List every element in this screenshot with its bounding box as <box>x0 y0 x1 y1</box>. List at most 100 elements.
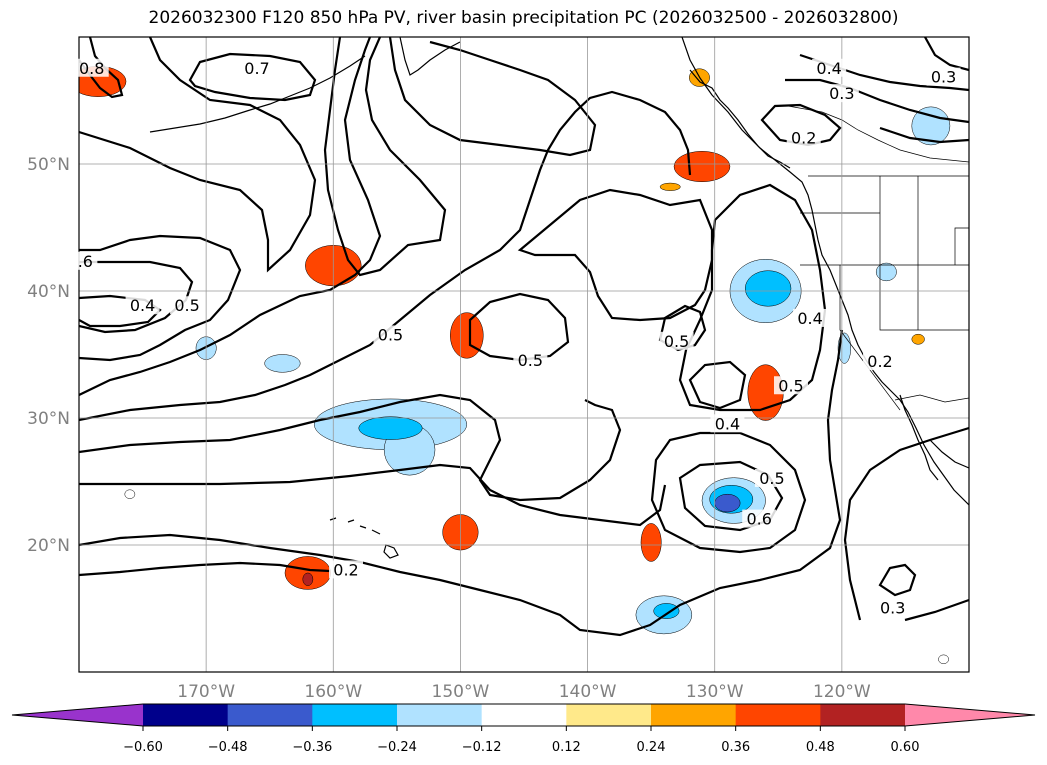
colorbar-bin <box>820 704 906 726</box>
pv-contour <box>188 52 317 102</box>
pv-contour <box>904 598 969 622</box>
pv-contour <box>79 294 162 328</box>
pv-contour <box>678 183 827 412</box>
colorbar-tick-label: −0.36 <box>292 740 332 755</box>
precip-blob <box>714 493 741 513</box>
precip-blob <box>264 354 301 373</box>
colorbar-tick-label: 0.60 <box>891 740 920 755</box>
precip-blob <box>653 603 680 619</box>
lon-tick-label: 120°W <box>813 682 871 702</box>
colorbar-tick-label: 0.12 <box>552 740 581 755</box>
lat-tick-label: 50°N <box>27 155 70 175</box>
colorbar-tick-label: 0.48 <box>806 740 835 755</box>
coastline-southeast-alaska <box>689 69 791 169</box>
pv-contour <box>79 37 382 396</box>
pv-contour <box>79 37 317 273</box>
contour-label-bg <box>863 352 897 371</box>
contour-label-bg <box>812 58 847 77</box>
contour-label-bg <box>240 58 274 77</box>
lat-tick-label: 40°N <box>27 282 70 302</box>
axis-labels: 170°W 160°W 150°W 140°W 130°W 120°W 20°N 30°N 40… <box>27 155 871 702</box>
hawaii-islands <box>329 517 399 559</box>
contour-label: 0.2 <box>333 560 358 579</box>
precip-blob <box>302 572 314 586</box>
contour-label: 0.4 <box>715 414 740 433</box>
gridlines <box>79 37 969 672</box>
colorbar-tick-label: −0.48 <box>208 740 248 755</box>
lon-tick-label: 130°W <box>686 682 744 702</box>
precip-blob <box>640 523 662 562</box>
pv-contour <box>688 360 747 410</box>
precip-blob <box>938 654 949 664</box>
border-layer <box>787 105 969 411</box>
colorbar-tick-label: −0.12 <box>462 740 502 755</box>
contour-label: 0.6 <box>746 510 771 529</box>
pv-contour <box>388 37 597 157</box>
pv-contour <box>79 90 692 422</box>
contour-label: 0.3 <box>931 68 956 87</box>
colorbar-extend-high <box>905 704 1035 726</box>
contour-label-bg <box>710 414 745 433</box>
contour-label: 0.2 <box>867 352 892 371</box>
colorbar-extend-low <box>12 704 143 726</box>
coastline-aleutians <box>149 55 366 133</box>
contour-label: 0.8 <box>79 59 104 78</box>
precip-blob <box>911 333 925 345</box>
colorbar-tick-label: −0.60 <box>123 740 163 755</box>
contour-label: 0.3 <box>880 599 905 618</box>
pv-contour <box>468 292 570 362</box>
contour-label: 0.7 <box>244 59 269 78</box>
contour-label-bg <box>373 325 408 344</box>
lon-tick-label: 140°W <box>559 682 617 702</box>
colorbar-bin <box>735 704 821 726</box>
contour-label-bg <box>742 509 777 528</box>
pv-contour <box>79 463 667 527</box>
lon-tick-label: 150°W <box>432 682 490 702</box>
us-mexico-border <box>894 394 969 403</box>
pv-contour <box>843 426 969 621</box>
contour-label: 0.2 <box>791 129 816 148</box>
contour-label: 0.4 <box>130 296 155 315</box>
contour-label-bg <box>824 84 859 103</box>
alaska-canada-border <box>787 105 969 163</box>
contour-label: 0.5 <box>378 325 403 344</box>
coastline-baja <box>899 394 939 481</box>
pv-contour <box>79 561 331 577</box>
precip-blob <box>358 416 423 440</box>
pv-contour <box>924 37 969 72</box>
contour-label-bg <box>73 251 98 270</box>
colorbar-tick-label: 0.36 <box>721 740 750 755</box>
colorbar-tick-label: −0.24 <box>377 740 417 755</box>
precip-shading-layer <box>79 65 951 664</box>
colorbar: −0.60 −0.48 −0.36 −0.24 −0.12 0.12 0.24 0.36 0.4… <box>11 703 1036 755</box>
contour-label-bg <box>786 128 821 147</box>
colorbar-bin <box>397 704 483 726</box>
state-lines-west <box>800 176 969 411</box>
contour-label-bg <box>170 296 205 315</box>
contour-label-bg <box>774 376 808 395</box>
coastline-alaska-gulf <box>681 37 969 506</box>
colorbar-bin <box>143 704 229 726</box>
pv-contour <box>517 188 714 322</box>
contour-label: 0.4 <box>797 309 822 328</box>
contour-label: 0.5 <box>518 351 543 370</box>
pv-contour <box>678 460 784 532</box>
lat-tick-label: 30°N <box>27 409 70 429</box>
colorbar-tick-label: 0.24 <box>637 740 666 755</box>
contour-label-bg <box>74 58 109 77</box>
pv-contour <box>650 431 807 554</box>
precip-blob <box>673 151 731 183</box>
pv-contour <box>79 393 622 502</box>
lat-tick-label: 20°N <box>27 536 70 556</box>
lon-tick-label: 170°W <box>177 682 235 702</box>
contour-label: 0.5 <box>664 332 689 351</box>
pv-contour <box>79 234 242 362</box>
colorbar-bin <box>566 704 652 726</box>
coastline-mexico <box>929 439 969 469</box>
precip-blob <box>450 312 484 359</box>
contour-label-bg <box>659 331 694 350</box>
contour-label: 0.5 <box>778 376 803 395</box>
coastline-layer <box>149 37 969 559</box>
contour-label: .6 <box>78 252 93 271</box>
